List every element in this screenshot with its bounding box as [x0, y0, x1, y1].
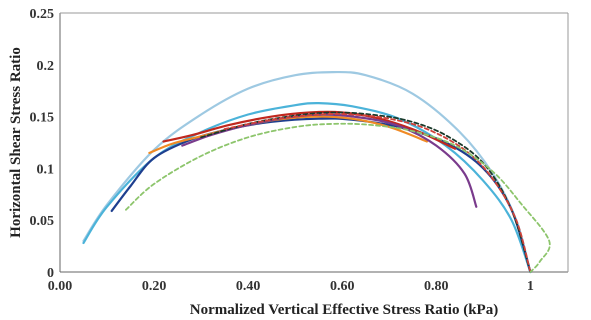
- y-tick-label: 0: [47, 266, 54, 281]
- series-layer: [82, 70, 551, 274]
- tick-layer: 0 0.05 0.1 0.15 0.2 0.25 0.00 0.20 0.40 0.60 0.80 1: [30, 7, 534, 294]
- y-tick-label: 0.25: [30, 7, 55, 22]
- series-line-4: [162, 110, 457, 150]
- x-axis-title: Normalized Vertical Effective Stress Rat…: [190, 302, 498, 318]
- y-tick-label: 0.05: [30, 214, 55, 229]
- series-line-8: [223, 113, 532, 273]
- y-tick-label: 0.15: [30, 111, 55, 126]
- y-tick-label: 0.1: [37, 162, 55, 177]
- x-tick-label: 0.60: [330, 279, 355, 294]
- y-axis-title: Horizontal Shear Stress Ratio: [8, 47, 24, 238]
- x-tick-label: 0.40: [236, 279, 261, 294]
- x-tick-label: 0.20: [142, 279, 167, 294]
- series-line-9: [125, 122, 551, 273]
- x-tick-label: 0.80: [424, 279, 449, 294]
- x-tick-label: 1: [527, 279, 534, 294]
- series-line-2: [82, 101, 532, 274]
- y-tick-label: 0.2: [37, 59, 55, 74]
- x-tick-label: 0.00: [48, 279, 73, 294]
